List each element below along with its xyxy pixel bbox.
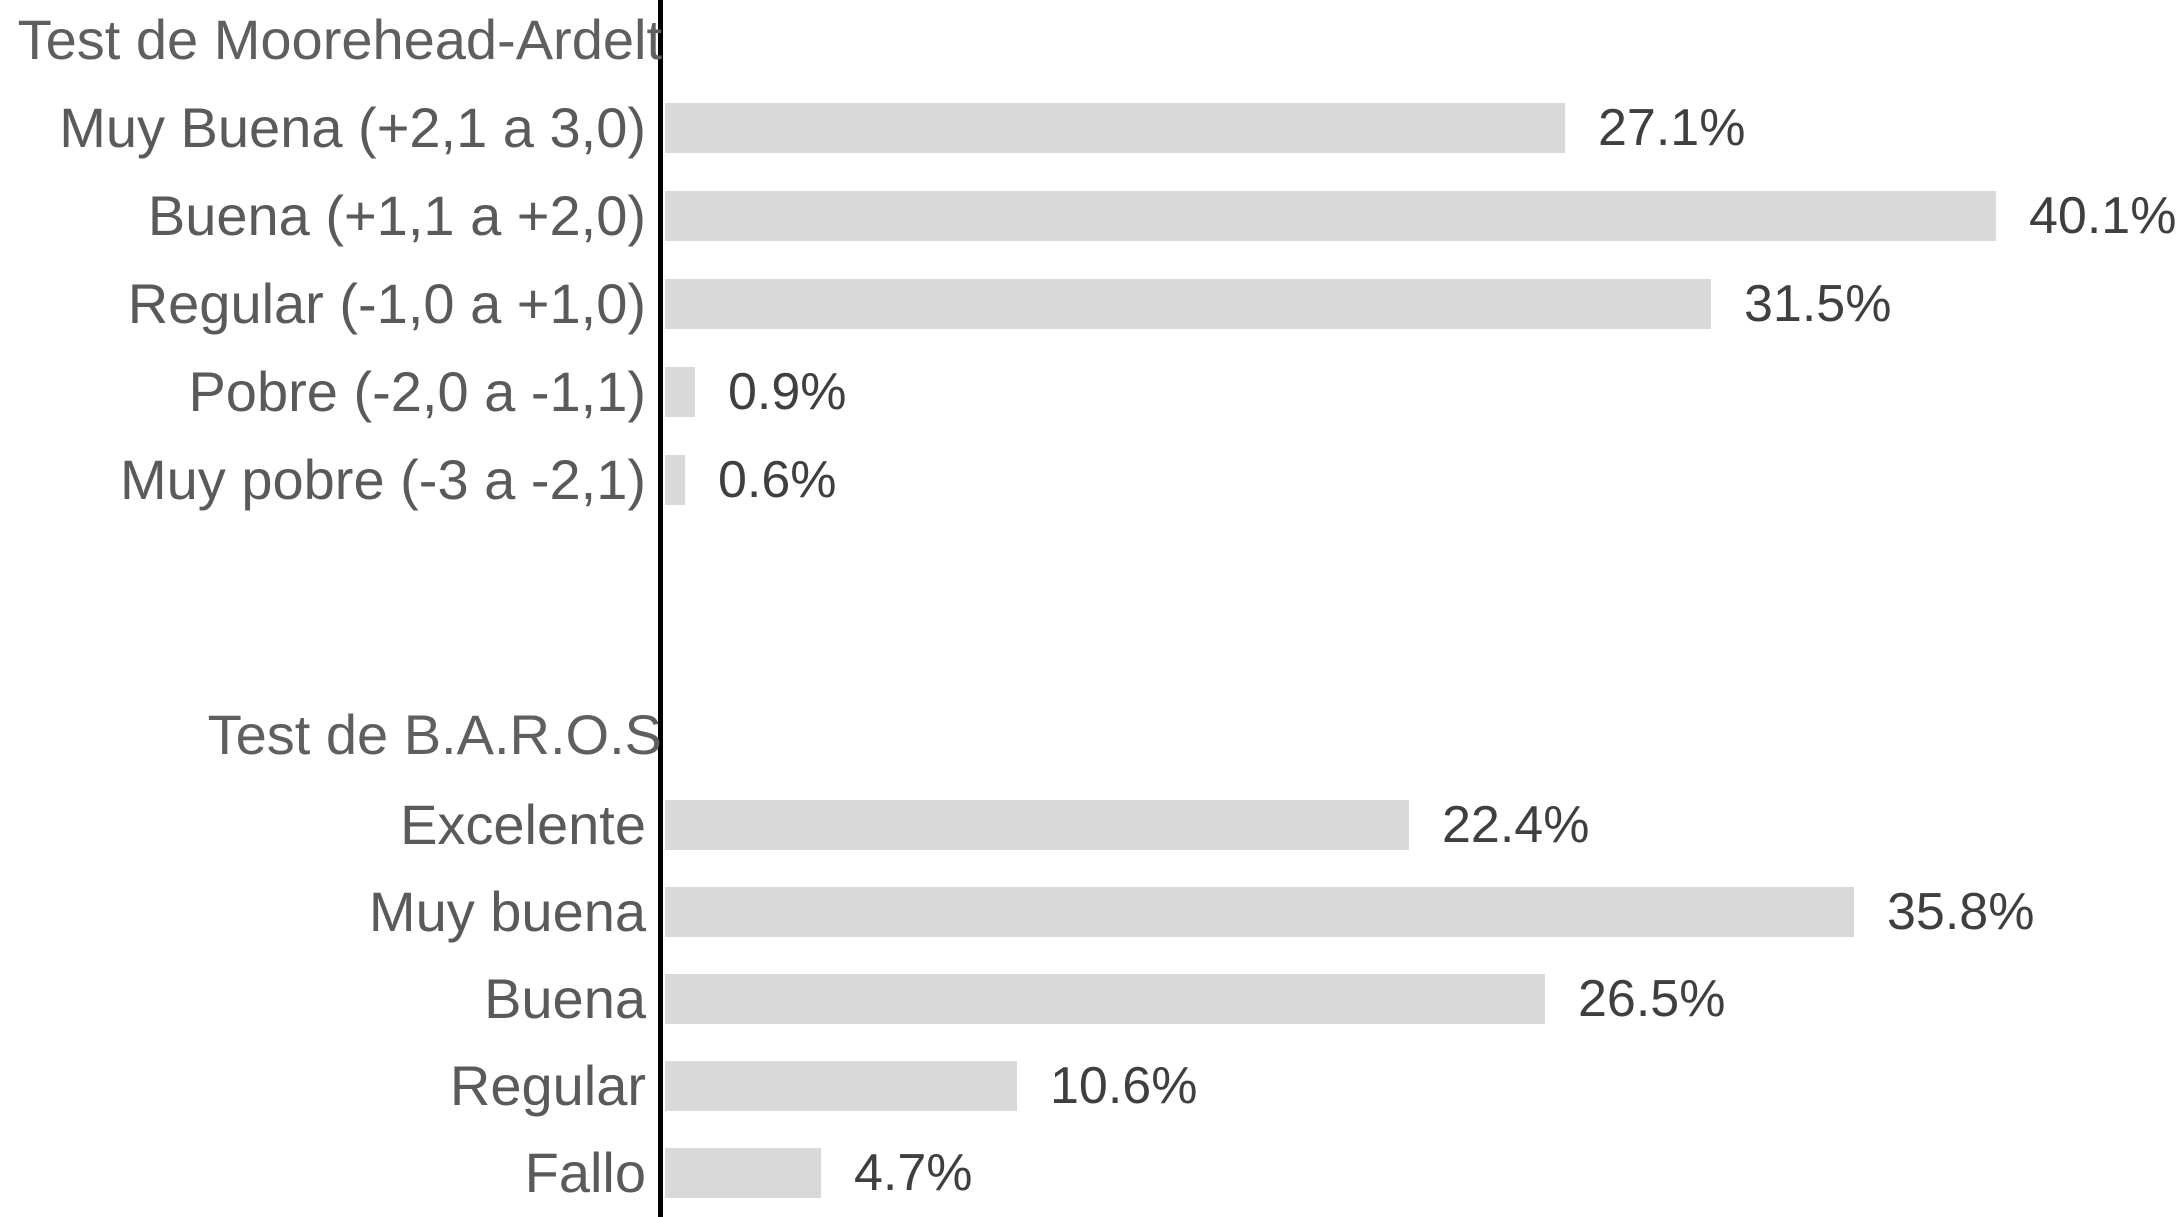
category-label: Muy pobre (-3 a -2,1): [120, 448, 646, 511]
group-title-row: Test de B.A.R.O.S: [0, 703, 2182, 766]
value-label: 4.7%: [854, 1144, 973, 1202]
category-label: Buena (+1,1 a +2,0): [147, 184, 646, 247]
category-label: Muy buena: [368, 880, 646, 943]
category-label: Excelente: [400, 793, 646, 856]
bar-row: Muy pobre (-3 a -2,1) 0.6%: [0, 448, 2182, 511]
category-label: Pobre (-2,0 a -1,1): [188, 360, 646, 423]
bar-row: Fallo 4.7%: [0, 1141, 2182, 1204]
bar: [665, 103, 1565, 153]
bar: [665, 191, 1996, 241]
bar: [665, 1061, 1017, 1111]
bar-row: Buena (+1,1 a +2,0) 40.1%: [0, 184, 2182, 247]
bar-row: Regular 10.6%: [0, 1054, 2182, 1117]
bar: [665, 1148, 821, 1198]
value-label: 10.6%: [1050, 1057, 1198, 1115]
category-label: Muy Buena (+2,1 a 3,0): [59, 96, 646, 159]
bar: [665, 887, 1854, 937]
value-label: 35.8%: [1887, 883, 2035, 941]
bar-row: Muy Buena (+2,1 a 3,0) 27.1%: [0, 96, 2182, 159]
bar: [665, 974, 1545, 1024]
value-label: 0.6%: [718, 451, 837, 509]
axis-baseline: [658, 0, 663, 1217]
bar: [665, 279, 1711, 329]
bar-row: Excelente 22.4%: [0, 793, 2182, 856]
category-label: Fallo: [524, 1141, 646, 1204]
bar-row: Regular (-1,0 a +1,0) 31.5%: [0, 272, 2182, 335]
value-label: 22.4%: [1442, 796, 1590, 854]
category-label: Buena: [484, 967, 646, 1030]
value-label: 26.5%: [1578, 970, 1726, 1028]
group-title: Test de Moorehead-Ardelt: [17, 8, 662, 71]
bar-row: Buena 26.5%: [0, 967, 2182, 1030]
category-label: Regular: [449, 1054, 646, 1117]
value-label: 27.1%: [1598, 99, 1746, 157]
bar: [665, 367, 695, 417]
category-label: Regular (-1,0 a +1,0): [127, 272, 646, 335]
bar: [665, 455, 685, 505]
bar-row: Pobre (-2,0 a -1,1) 0.9%: [0, 360, 2182, 423]
bar-row: Muy buena 35.8%: [0, 880, 2182, 943]
value-label: 40.1%: [2029, 187, 2177, 245]
value-label: 31.5%: [1744, 275, 1892, 333]
value-label: 0.9%: [728, 363, 847, 421]
group-title: Test de B.A.R.O.S: [207, 703, 662, 766]
bar: [665, 800, 1409, 850]
group-title-row: Test de Moorehead-Ardelt: [0, 8, 2182, 71]
